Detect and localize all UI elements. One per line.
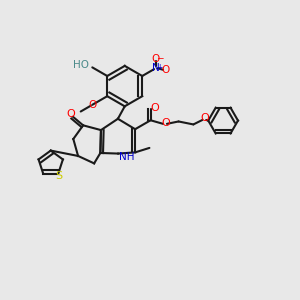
Text: O: O: [66, 110, 75, 119]
Text: −: −: [156, 53, 163, 62]
Text: O: O: [201, 113, 209, 124]
Text: O: O: [150, 103, 159, 113]
Text: O: O: [152, 54, 160, 64]
Text: N: N: [152, 63, 160, 73]
Text: O: O: [162, 118, 170, 128]
Text: NH: NH: [119, 152, 134, 161]
Text: +: +: [156, 63, 163, 72]
Text: HO: HO: [73, 60, 89, 70]
Text: O: O: [161, 65, 169, 75]
Text: S: S: [55, 171, 62, 181]
Text: O: O: [88, 100, 96, 110]
